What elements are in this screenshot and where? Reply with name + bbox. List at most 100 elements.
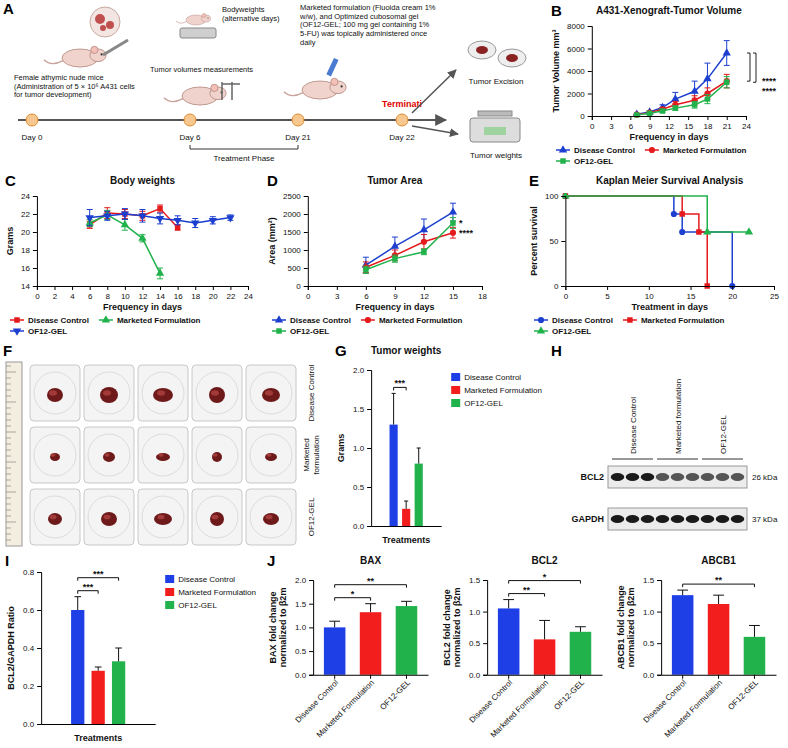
chart-title: BCL2 [532,555,559,566]
x-tick-mark [213,286,214,290]
legend-item: OF12-GEL [165,601,217,610]
mouse-tail [284,92,303,96]
y-tick-mark [367,526,371,527]
ruler-tick [6,468,11,469]
ruler-tick [6,456,11,457]
day-label: Day 21 [285,133,311,142]
marks [71,597,125,724]
lane-label: OF12-GEL [719,415,728,454]
x-tick-mark [366,286,367,290]
bar [360,612,382,675]
y-tick: 1.5 [353,405,371,414]
text-line: BAX fold change [268,591,278,663]
x-tick-label: 15 [449,292,458,301]
series-line [637,53,727,114]
panel: BDisease ControlMarketed FormulationOF12… [551,2,777,166]
x-tick-label: 24 [244,292,253,301]
y-axis-line [37,573,42,725]
x-tick-mark [125,286,126,290]
annotation: *** [83,582,94,592]
error-cap [192,218,198,219]
y-axis-line [588,27,593,117]
y-tick: 4000 [567,67,592,76]
band [731,515,745,523]
error-cap [713,595,724,596]
mouse-ear [202,14,206,18]
panel-letter: E [529,172,539,189]
legend-label: OF12-GEL [28,327,67,336]
x-tick: 18 [478,286,487,301]
x-axis-line [372,526,442,527]
dish-rim [196,496,238,538]
mouse-icon [284,78,346,99]
error-bar [692,101,698,108]
legend-swatch [451,373,460,381]
y-tick-mark [33,196,37,197]
legend-item: Disease Control [451,373,521,382]
error-cap [157,205,163,206]
y-tick-mark [33,232,37,233]
tumor [262,388,280,402]
y-tick-label: 24 [21,192,30,201]
series-line [90,209,178,228]
point [138,213,146,220]
error-cap [724,74,730,75]
protein-label: BCL2 [580,472,604,482]
y-axis-title: Tumor Volume mm³ [551,29,561,112]
y-tick-mark [657,643,661,644]
x-tick-label: 9 [648,122,653,131]
x-tick-mark [669,116,670,120]
y-axis-line [561,197,566,287]
error-cap [539,620,550,621]
point [191,221,199,228]
error-bar [724,74,730,88]
x-tick-label: 18 [703,122,712,131]
y-tick-label: 1000 [283,246,301,255]
text-line: daily [300,38,316,47]
timeline [18,119,446,121]
error-cap [704,103,710,104]
y-tick-label: 0.5 [295,647,307,656]
text-line: Grams [336,434,346,463]
legend-label: Marketed Formulation [379,316,463,325]
x-tick-mark [395,286,396,290]
text-line: Kaplan Meier Survival Analysis [596,175,744,186]
annotation: ** [367,576,375,586]
y-tick: 0.0 [23,720,41,729]
x-tick-label: 6 [88,292,93,301]
legend-item: Disease Control [556,145,635,155]
chart-title: ABCB1 [701,555,736,566]
y-tick-label: 1.0 [295,623,307,632]
legend-item: Marketed Formulation [361,316,463,325]
y-axis-line [304,197,309,287]
text-line: OF12-GEL [307,497,316,536]
error-cap [417,448,421,449]
chart-title: A431-Xenograft-Tumor Volume [596,5,742,16]
ruler-tick [6,426,11,427]
point [121,212,129,219]
series-line [565,196,707,286]
timeline-node [26,114,38,126]
x-tick: 9 [648,116,653,131]
tumor-highlight [104,515,111,520]
error-bar [392,255,398,262]
point [633,110,641,117]
y-tick-mark [561,286,565,287]
y-tick: 2.0 [353,366,371,375]
x-tick-label: 20 [209,292,218,301]
error-cap [450,238,456,239]
error-cap [122,219,128,220]
x-tick-mark [544,675,545,679]
error-cap [365,603,376,604]
tumor-highlight [265,390,273,395]
ruler-tick [6,408,11,409]
x-tick: 15 [449,286,458,301]
annotation: **** [459,228,474,238]
panel-letter: J [267,552,275,569]
x-tick-label: 3 [609,122,614,131]
tumor [100,387,118,403]
y-tick-mark [483,643,487,644]
y-tick-mark [304,196,308,197]
error-cap [175,215,181,216]
dish-rim [250,496,292,538]
